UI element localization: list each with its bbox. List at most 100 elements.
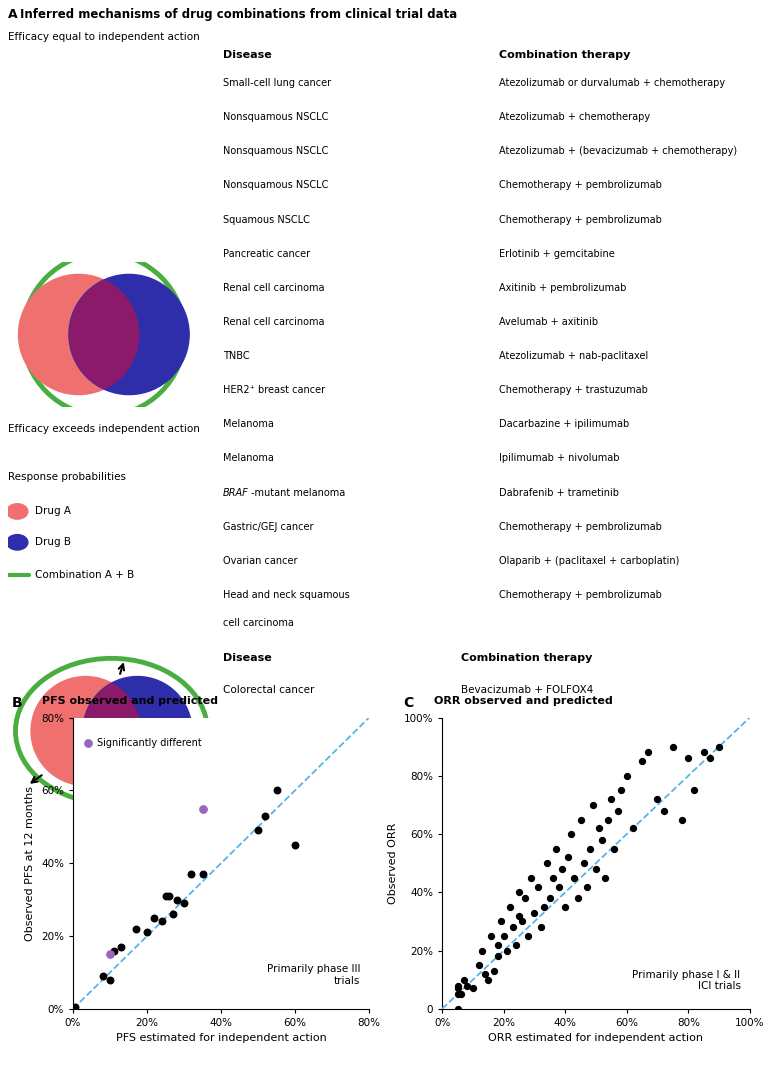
Point [513, 907, 525, 925]
Point [642, 743, 654, 761]
Text: Dabrafenib + trametinib: Dabrafenib + trametinib [499, 488, 619, 497]
Text: B: B [12, 696, 22, 710]
Text: Pancreatic cancer: Pancreatic cancer [222, 248, 310, 259]
Text: Melanoma: Melanoma [222, 420, 274, 429]
Point [593, 820, 605, 837]
Text: Atezolizumab + nab-paclitaxel: Atezolizumab + nab-paclitaxel [499, 351, 648, 361]
Text: TNBC: TNBC [222, 351, 249, 361]
Point [451, 986, 464, 1003]
Point [676, 811, 688, 829]
Text: ORR observed and predicted: ORR observed and predicted [434, 696, 613, 706]
Text: Axitinib + pembrolizumab: Axitinib + pembrolizumab [499, 283, 627, 292]
Circle shape [7, 534, 28, 550]
Text: Gastric/GEJ cancer: Gastric/GEJ cancer [222, 522, 313, 532]
Point [651, 791, 664, 808]
Text: Small-cell lung cancer: Small-cell lung cancer [222, 78, 331, 88]
Point [587, 796, 599, 814]
Point [451, 1000, 464, 1017]
X-axis label: PFS estimated for independent action: PFS estimated for independent action [115, 1034, 327, 1043]
Text: Chemotherapy + pembrolizumab: Chemotherapy + pembrolizumab [499, 180, 662, 191]
Point [501, 942, 513, 959]
Point [476, 942, 488, 959]
Point [657, 802, 670, 819]
Point [104, 945, 116, 962]
Text: Bevacizumab + (carboplatin + gemcitabine): Bevacizumab + (carboplatin + gemcitabine… [461, 738, 693, 748]
Point [467, 980, 479, 997]
Point [148, 910, 161, 927]
Point [578, 855, 590, 872]
Point [491, 947, 504, 965]
Point [482, 971, 494, 988]
Point [574, 811, 587, 829]
Text: Atezolizumab + chemotherapy: Atezolizumab + chemotherapy [499, 112, 651, 122]
Point [259, 807, 271, 824]
Text: HER2⁺ breast cancer: HER2⁺ breast cancer [222, 385, 325, 395]
Point [544, 889, 556, 906]
Point [196, 865, 208, 883]
Point [498, 927, 510, 945]
Point [611, 802, 624, 819]
Point [571, 889, 584, 906]
Point [541, 855, 553, 872]
Point [115, 939, 128, 956]
Point [713, 738, 725, 755]
Text: cell carcinoma: cell carcinoma [222, 618, 294, 628]
Circle shape [31, 677, 140, 786]
Text: Atezolizumab or durvalumab + chemotherapy: Atezolizumab or durvalumab + chemotherap… [499, 78, 725, 88]
Text: Colorectal cancer: Colorectal cancer [222, 685, 314, 695]
Text: Pancreatic cancer: Pancreatic cancer [222, 791, 315, 801]
Point [485, 927, 498, 945]
Point [538, 898, 550, 915]
Point [271, 781, 283, 798]
Text: Ipilimumab + nivolumab: Ipilimumab + nivolumab [499, 453, 620, 464]
Point [525, 869, 538, 886]
Point [491, 937, 504, 954]
Point [584, 839, 596, 857]
Circle shape [31, 677, 140, 786]
Text: Combination therapy: Combination therapy [461, 653, 592, 664]
Text: Significantly different: Significantly different [97, 738, 201, 748]
Point [196, 800, 208, 817]
Text: Avelumab + axitinib: Avelumab + axitinib [499, 317, 598, 327]
Point [513, 884, 525, 901]
Circle shape [7, 504, 28, 519]
Text: Primarily phase III
trials: Primarily phase III trials [267, 964, 360, 985]
Text: Primarily phase I & II
ICI trials: Primarily phase I & II ICI trials [632, 970, 741, 992]
Text: Renal cell carcinoma: Renal cell carcinoma [222, 317, 324, 327]
Point [614, 781, 627, 798]
Point [507, 918, 519, 935]
Point [547, 869, 559, 886]
Point [461, 976, 473, 994]
Point [565, 825, 578, 843]
Point [108, 942, 120, 959]
Text: Chemotherapy + pembrolizumab: Chemotherapy + pembrolizumab [499, 522, 662, 532]
Point [590, 860, 602, 877]
Text: Olaparib + (paclitaxel + carboplatin): Olaparib + (paclitaxel + carboplatin) [499, 556, 680, 565]
Text: C: C [404, 696, 414, 710]
Point [562, 849, 574, 866]
Point [667, 738, 679, 755]
Point [621, 767, 633, 784]
Point [159, 887, 171, 904]
Point [68, 998, 81, 1015]
Point [599, 869, 611, 886]
Point [454, 986, 467, 1003]
Text: Renal cell carcinoma: Renal cell carcinoma [222, 283, 324, 292]
Point [596, 831, 608, 848]
Text: Drug B: Drug B [35, 537, 71, 547]
Point [494, 913, 507, 930]
Point [531, 878, 544, 896]
Text: Efficacy equal to independent action: Efficacy equal to independent action [8, 32, 200, 42]
Text: Drug A: Drug A [35, 506, 71, 517]
Point [178, 894, 190, 912]
Text: BRAF: BRAF [222, 488, 248, 497]
Point [171, 891, 183, 909]
Text: Head and neck squamous: Head and neck squamous [222, 590, 349, 600]
Circle shape [18, 274, 138, 395]
Point [559, 898, 571, 915]
Text: Erlotinib + gemcitabine: Erlotinib + gemcitabine [499, 248, 615, 259]
Point [479, 966, 491, 983]
Text: Response probabilities: Response probabilities [8, 473, 125, 482]
Text: Chemotherapy + pembrolizumab: Chemotherapy + pembrolizumab [499, 215, 662, 224]
Point [458, 971, 470, 988]
